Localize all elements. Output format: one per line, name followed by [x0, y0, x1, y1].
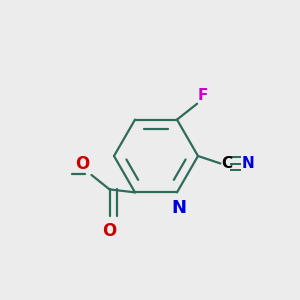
Text: N: N — [242, 156, 255, 171]
Text: F: F — [198, 88, 208, 103]
Text: C: C — [221, 156, 233, 171]
Text: O: O — [75, 154, 89, 172]
Text: N: N — [171, 199, 186, 217]
Text: O: O — [102, 222, 117, 240]
